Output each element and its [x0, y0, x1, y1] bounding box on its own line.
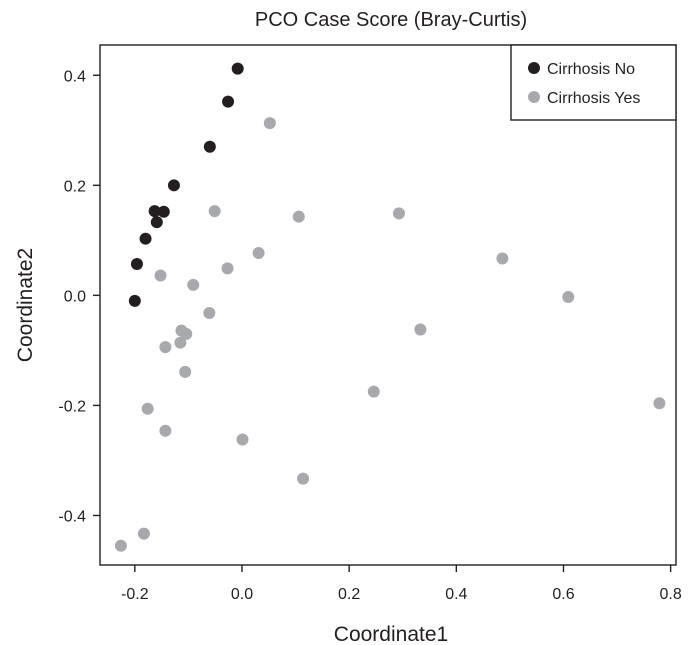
- point-cirrhosis-no: [148, 205, 161, 218]
- x-tick-label: 0.4: [445, 586, 467, 603]
- point-cirrhosis-yes: [392, 207, 405, 220]
- legend-marker-cirrhosis-yes: [528, 91, 540, 103]
- point-cirrhosis-yes: [159, 424, 172, 437]
- point-cirrhosis-no: [157, 205, 170, 218]
- point-cirrhosis-no: [167, 179, 180, 192]
- y-tick-label: -0.4: [58, 508, 86, 525]
- legend-box: [510, 44, 677, 121]
- legend-marker-cirrhosis-no: [528, 62, 540, 74]
- y-axis-title: Coordinate2: [14, 248, 37, 362]
- y-axis: -0.4 -0.2 0.0 0.2 0.4: [58, 68, 100, 525]
- legend-label-cirrhosis-no: Cirrhosis No: [547, 61, 635, 78]
- x-axis: -0.2 0.0 0.2 0.4 0.6 0.8: [121, 565, 682, 603]
- x-tick-label: 0.0: [231, 586, 253, 603]
- y-tick-label: -0.2: [58, 398, 86, 415]
- legend: Cirrhosis No Cirrhosis Yes: [510, 44, 677, 121]
- plot-area: [99, 44, 677, 566]
- x-tick-label: 0.6: [552, 586, 574, 603]
- point-cirrhosis-yes: [221, 262, 234, 275]
- point-cirrhosis-no: [130, 258, 143, 271]
- point-cirrhosis-no: [139, 232, 152, 245]
- point-cirrhosis-yes: [187, 278, 200, 291]
- point-cirrhosis-yes: [292, 210, 305, 223]
- x-tick-label: -0.2: [121, 586, 149, 603]
- point-cirrhosis-yes: [252, 247, 265, 259]
- point-cirrhosis-yes: [114, 539, 127, 552]
- point-cirrhosis-no: [203, 140, 216, 153]
- point-cirrhosis-no: [150, 216, 163, 229]
- y-tick-label: 0.0: [64, 288, 86, 305]
- point-cirrhosis-yes: [137, 527, 150, 540]
- point-cirrhosis-yes: [208, 205, 221, 218]
- point-cirrhosis-no: [231, 62, 244, 75]
- chart-title: PCO Case Score (Bray-Curtis): [255, 9, 527, 31]
- point-cirrhosis-yes: [263, 117, 276, 130]
- point-cirrhosis-yes: [180, 327, 193, 340]
- y-tick-label: 0.4: [64, 68, 86, 85]
- x-axis-title: Coordinate1: [334, 623, 448, 645]
- point-cirrhosis-yes: [236, 433, 249, 446]
- point-cirrhosis-yes: [367, 385, 380, 398]
- point-cirrhosis-no: [222, 95, 235, 108]
- point-cirrhosis-yes: [203, 306, 216, 319]
- point-cirrhosis-yes: [159, 341, 172, 354]
- point-cirrhosis-yes: [562, 291, 575, 304]
- y-tick-label: 0.2: [64, 178, 86, 195]
- legend-label-cirrhosis-yes: Cirrhosis Yes: [547, 90, 640, 107]
- point-cirrhosis-yes: [154, 269, 167, 282]
- point-cirrhosis-yes: [653, 397, 666, 410]
- point-cirrhosis-yes: [179, 365, 192, 378]
- data-points: [114, 62, 666, 552]
- point-cirrhosis-yes: [297, 472, 310, 485]
- x-tick-label: 0.2: [338, 586, 360, 603]
- point-cirrhosis-yes: [174, 336, 187, 349]
- point-cirrhosis-yes: [414, 323, 427, 336]
- x-tick-label: 0.8: [660, 586, 682, 603]
- point-cirrhosis-yes: [496, 252, 509, 265]
- point-cirrhosis-no: [128, 294, 141, 307]
- point-cirrhosis-yes: [141, 402, 154, 415]
